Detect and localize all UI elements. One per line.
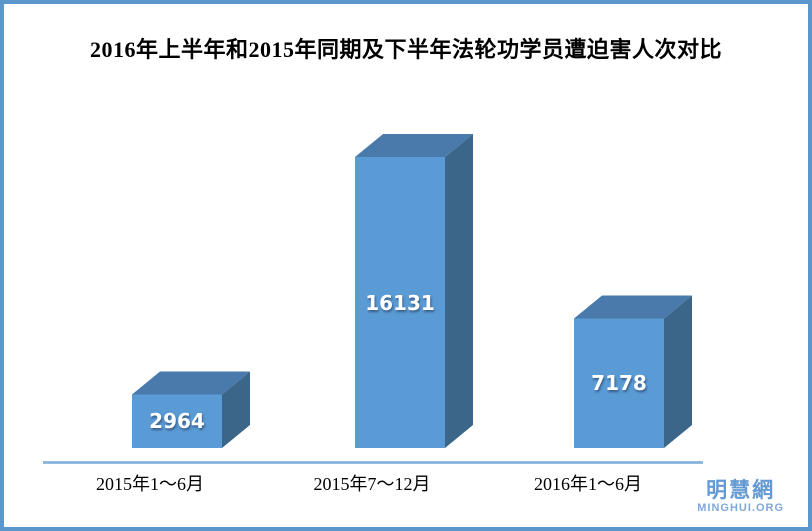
bar-1-front-face: [355, 157, 445, 448]
bar-0-front-face: [132, 394, 222, 448]
x-axis-label-2015h2: 2015年7～12月: [313, 474, 431, 494]
bar-1-top-face: [355, 134, 473, 157]
bar-0-top-face: [132, 371, 250, 395]
bar-2-front-face: [574, 318, 664, 448]
bar-0-side-face: [222, 371, 250, 448]
x-axis-label-2015h1: 2015年1～6月: [96, 474, 204, 494]
bars-3d-plot: [132, 134, 692, 448]
bar-value-label-2016h1: 7178: [591, 371, 647, 396]
watermark-cjk-text: 明慧網: [706, 478, 776, 503]
chart-title: 2016年上半年和2015年同期及下半年法轮功学员遭迫害人次对比: [89, 37, 722, 62]
bar-2-top-face: [574, 295, 692, 319]
x-axis-label-2016h1: 2016年1～6月: [534, 474, 642, 494]
minghui-watermark: 明慧網 MINGHUI.ORG: [697, 479, 784, 515]
watermark-latin-text: MINGHUI.ORG: [697, 502, 784, 515]
x-axis-line: [43, 461, 703, 464]
bar-2-side-face: [664, 295, 692, 448]
bar-value-label-2015h2: 16131: [365, 290, 435, 315]
bar-value-label-2015h1: 2964: [149, 409, 205, 434]
bar-1-side-face: [445, 134, 473, 448]
